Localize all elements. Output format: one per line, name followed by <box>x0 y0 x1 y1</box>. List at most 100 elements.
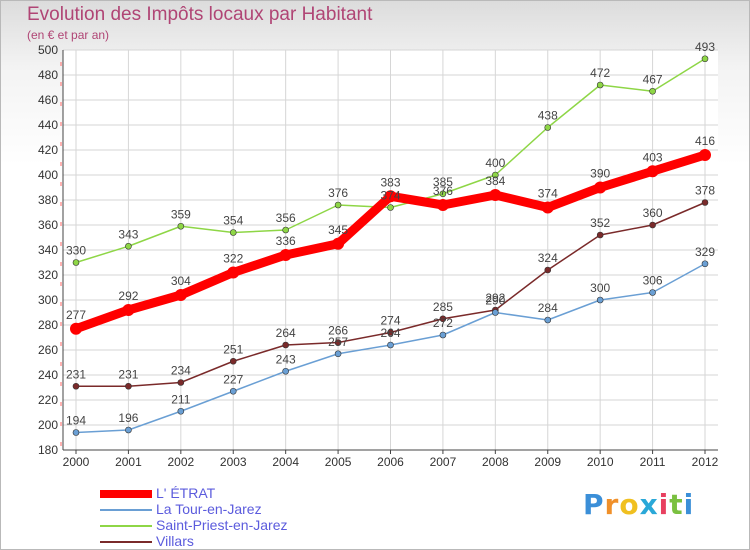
x-tick-label: 2001 <box>115 455 142 469</box>
y-tick-label: 180 <box>38 443 58 457</box>
y-tick-label: 300 <box>38 293 58 307</box>
logo-letter: r <box>604 488 620 521</box>
data-point <box>177 222 185 230</box>
data-label: 374 <box>380 189 400 203</box>
data-point <box>439 331 447 339</box>
proxiti-logo: Proxiti <box>583 488 694 521</box>
data-label: 374 <box>538 187 558 201</box>
data-label: 290 <box>485 294 505 308</box>
data-point <box>227 266 240 279</box>
data-label: 322 <box>223 252 243 266</box>
x-tick-label: 2000 <box>63 455 90 469</box>
y-tick-label: 220 <box>38 393 58 407</box>
data-point <box>649 87 656 95</box>
data-point <box>334 350 342 358</box>
data-point <box>541 201 554 214</box>
data-label: 306 <box>643 274 663 288</box>
data-label: 472 <box>590 66 610 80</box>
chart-title: Evolution des Impôts locaux par Habitant <box>27 4 373 25</box>
data-label: 257 <box>328 335 348 349</box>
data-label: 272 <box>433 316 453 330</box>
x-tick-label: 2007 <box>430 455 457 469</box>
y-tick-label: 400 <box>38 168 58 182</box>
data-label: 383 <box>380 175 400 189</box>
y-tick-label: 500 <box>38 43 58 57</box>
data-point <box>387 204 394 211</box>
x-tick-label: 2010 <box>587 455 614 469</box>
y-tick-label: 200 <box>38 418 58 432</box>
data-point <box>596 296 604 304</box>
data-point <box>177 379 185 386</box>
data-point <box>544 266 552 274</box>
data-point <box>384 190 397 203</box>
data-point <box>439 315 447 323</box>
data-point <box>334 201 342 209</box>
data-point <box>701 55 709 63</box>
data-point <box>439 190 447 198</box>
data-label: 234 <box>171 364 191 378</box>
data-label: 211 <box>171 392 190 406</box>
data-label: 231 <box>66 367 86 381</box>
data-label: 277 <box>66 308 86 322</box>
x-tick-label: 2008 <box>482 455 509 469</box>
data-label: 231 <box>118 367 138 381</box>
y-tick-label: 240 <box>38 368 58 382</box>
logo-letter: i <box>683 488 695 521</box>
x-tick-label: 2002 <box>167 455 194 469</box>
data-label: 300 <box>590 281 610 295</box>
y-tick-label: 420 <box>38 143 58 157</box>
legend-swatch <box>100 490 152 498</box>
data-label: 329 <box>695 245 715 259</box>
logo-letter: P <box>583 488 605 521</box>
data-point <box>229 357 237 365</box>
data-label: 274 <box>380 314 400 328</box>
data-label: 403 <box>643 150 663 164</box>
y-tick-label: 280 <box>38 318 58 332</box>
data-point <box>596 231 604 239</box>
legend-swatch <box>100 541 152 543</box>
y-tick-label: 380 <box>38 193 58 207</box>
data-point <box>70 322 82 335</box>
data-label: 356 <box>276 211 296 225</box>
legend-swatch <box>100 525 152 527</box>
data-point <box>282 367 289 375</box>
data-label: 324 <box>538 251 558 265</box>
x-tick-label: 2012 <box>692 455 719 469</box>
data-label: 416 <box>695 134 715 148</box>
x-tick-label: 2004 <box>272 455 299 469</box>
data-point <box>282 226 289 234</box>
data-label: 385 <box>433 175 453 189</box>
logo-letter: i <box>658 488 670 521</box>
x-tick-label: 2006 <box>377 455 404 469</box>
data-label: 343 <box>118 227 138 241</box>
data-point <box>125 426 132 434</box>
data-label: 376 <box>433 184 453 198</box>
data-label: 438 <box>538 109 558 123</box>
y-tick-label: 260 <box>38 343 58 357</box>
data-point <box>544 124 552 131</box>
data-label: 264 <box>380 326 400 340</box>
data-point <box>387 341 394 349</box>
data-label: 304 <box>171 274 191 288</box>
data-label: 390 <box>590 167 610 181</box>
data-label: 284 <box>538 301 558 315</box>
x-tick-label: 2005 <box>325 455 352 469</box>
data-point <box>436 199 449 211</box>
data-point <box>492 171 499 179</box>
data-label: 227 <box>223 372 243 386</box>
data-point <box>229 229 237 236</box>
x-tick-label: 2009 <box>534 455 561 469</box>
data-point <box>649 221 656 229</box>
data-point <box>649 289 656 296</box>
data-label: 292 <box>118 289 138 303</box>
logo-letter: x <box>639 488 659 521</box>
data-point <box>646 165 659 178</box>
data-label: 330 <box>66 244 86 258</box>
y-tick-label: 440 <box>38 118 58 132</box>
legend-label: Villars <box>156 533 194 549</box>
y-tick-label: 340 <box>38 243 58 257</box>
data-label: 378 <box>695 184 715 198</box>
data-label: 376 <box>328 186 348 200</box>
data-point <box>125 382 132 390</box>
y-tick-label: 320 <box>38 268 58 282</box>
